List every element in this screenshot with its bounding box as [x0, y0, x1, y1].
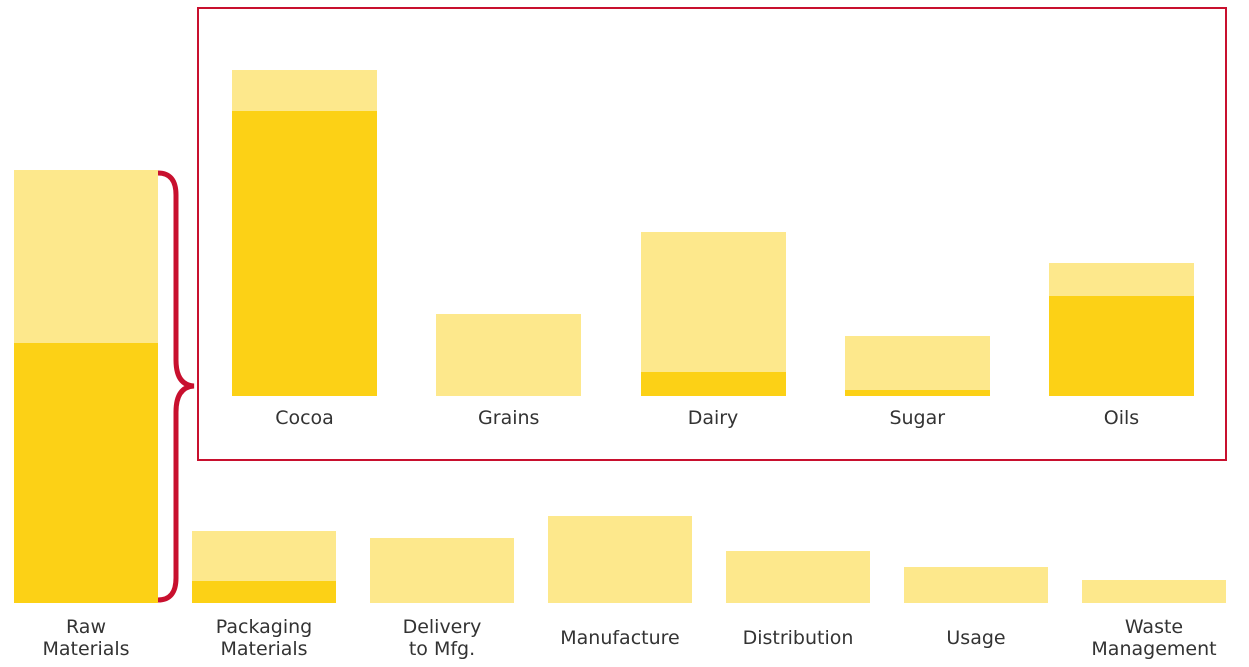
bar-segment — [640, 372, 786, 396]
category-label: Cocoa — [275, 407, 334, 429]
bar-segment — [548, 516, 692, 603]
bar-segment — [370, 538, 514, 603]
bar-segment — [844, 336, 990, 390]
bar-segment — [232, 111, 377, 396]
category-label: Manufacture — [560, 627, 680, 649]
bar-segment — [844, 390, 990, 396]
bar-segment — [192, 531, 336, 581]
category-label: Delivery to Mfg. — [402, 616, 482, 660]
bar-segment — [1082, 580, 1226, 603]
bar-segment — [436, 314, 582, 396]
category-label: Dairy — [687, 407, 739, 429]
category-label: Raw Materials — [42, 616, 130, 660]
bar-segment — [192, 581, 336, 603]
category-label: Packaging Materials — [215, 616, 313, 660]
category-label: Usage — [946, 627, 1006, 649]
bar-segment — [904, 567, 1048, 603]
category-label: Distribution — [742, 627, 854, 649]
bar-segment — [726, 551, 870, 603]
bar-segment — [1049, 296, 1194, 396]
category-label: Sugar — [889, 407, 946, 429]
category-label: Grains — [478, 407, 540, 429]
category-label: Oils — [1103, 407, 1140, 429]
bar-segment — [232, 70, 377, 111]
bar-segment — [14, 343, 158, 603]
brace — [157, 170, 195, 603]
bar-segment — [14, 170, 158, 343]
category-label: Waste Management — [1091, 616, 1217, 660]
bar-segment — [640, 232, 786, 372]
inset-frame — [197, 7, 1227, 461]
bar-segment — [1049, 263, 1194, 296]
